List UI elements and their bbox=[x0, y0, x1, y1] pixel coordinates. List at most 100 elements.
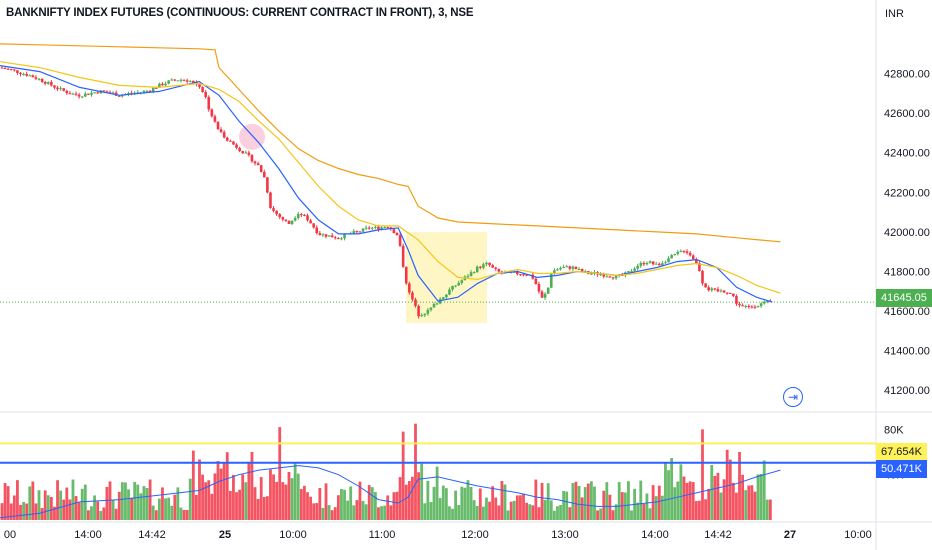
volume-bar bbox=[444, 488, 448, 520]
time-tick-label: 00 bbox=[4, 529, 16, 541]
volume-bar bbox=[552, 510, 556, 520]
candle-body bbox=[117, 95, 121, 97]
candle-body bbox=[383, 227, 386, 229]
candle-body bbox=[691, 255, 695, 260]
candle-body bbox=[676, 251, 680, 255]
volume-bar bbox=[605, 482, 609, 520]
scroll-to-realtime-button[interactable]: ⇥ bbox=[783, 387, 803, 407]
volume-bar bbox=[124, 482, 127, 520]
volume-bar bbox=[22, 502, 25, 520]
volume-bar bbox=[426, 480, 430, 520]
volume-bar bbox=[133, 481, 137, 520]
candle-body bbox=[105, 91, 109, 93]
candle-body bbox=[605, 276, 609, 278]
volume-bar bbox=[12, 495, 16, 520]
volume-bar bbox=[244, 482, 248, 520]
candle-body bbox=[497, 268, 501, 272]
candle-body bbox=[74, 93, 78, 95]
price-tick-label: 41800.00 bbox=[884, 266, 930, 278]
candle-body bbox=[198, 84, 201, 88]
candle-body bbox=[537, 284, 541, 292]
volume-bar bbox=[472, 500, 476, 520]
volume-bar bbox=[768, 499, 772, 520]
volume-bar bbox=[611, 510, 615, 520]
candle-body bbox=[543, 293, 547, 298]
time-tick-label: 12:00 bbox=[461, 529, 489, 541]
volume-bar bbox=[349, 486, 353, 520]
volume-bar bbox=[438, 498, 442, 520]
candle-body bbox=[411, 292, 414, 300]
volume-bar bbox=[756, 474, 760, 520]
candle-body bbox=[722, 290, 726, 293]
time-tick-label: 25 bbox=[219, 529, 231, 541]
candle-body bbox=[469, 272, 473, 277]
volume-bar bbox=[83, 484, 87, 520]
volume-bar bbox=[312, 503, 316, 520]
volume-bar bbox=[3, 483, 7, 520]
volume-bar bbox=[114, 508, 118, 520]
candle-body bbox=[664, 262, 667, 264]
candle-body bbox=[701, 271, 704, 284]
candle-body bbox=[290, 220, 294, 224]
candle-body bbox=[759, 303, 763, 307]
candle-body bbox=[654, 263, 658, 265]
series-line-yellow bbox=[0, 61, 781, 294]
candle-body bbox=[87, 93, 90, 95]
volume-bar bbox=[716, 472, 720, 520]
volume-bar bbox=[377, 507, 380, 520]
candle-body bbox=[207, 96, 211, 110]
volume-bar bbox=[475, 505, 479, 520]
volume-bar bbox=[741, 474, 745, 520]
candle-body bbox=[472, 272, 476, 274]
volume-bar bbox=[509, 501, 513, 520]
volume-bar bbox=[583, 487, 587, 520]
candle-body bbox=[667, 258, 670, 263]
volume-bar bbox=[580, 497, 584, 520]
candle-body bbox=[40, 78, 44, 82]
volume-bar bbox=[423, 503, 427, 520]
chart-title: BANKNIFTY INDEX FUTURES (CONTINUOUS: CUR… bbox=[6, 7, 474, 19]
volume-bar bbox=[670, 458, 674, 520]
volume-level-tag-yellow: 67.654K bbox=[876, 443, 927, 461]
candle-body bbox=[161, 83, 164, 86]
volume-bar bbox=[74, 496, 78, 520]
volume-bar bbox=[340, 488, 343, 520]
time-tick-label: 14:00 bbox=[74, 529, 102, 541]
candle-body bbox=[309, 220, 312, 224]
candle-body bbox=[337, 238, 340, 240]
candle-body bbox=[278, 214, 282, 218]
volume-bar bbox=[198, 459, 201, 520]
volume-bar bbox=[562, 490, 566, 520]
candle-body bbox=[121, 94, 124, 97]
candle-body bbox=[148, 90, 152, 92]
candle-body bbox=[639, 262, 643, 266]
volume-bar bbox=[429, 502, 433, 520]
candle-body bbox=[423, 313, 427, 316]
volume-bar bbox=[373, 492, 377, 520]
price-tick-label: 41200.00 bbox=[884, 385, 930, 397]
volume-bar bbox=[49, 496, 53, 520]
volume-bar bbox=[747, 485, 751, 520]
volume-bar bbox=[299, 489, 303, 520]
candle-body bbox=[281, 217, 285, 220]
candle-body bbox=[259, 165, 263, 172]
volume-bar bbox=[145, 488, 149, 520]
volume-bar bbox=[275, 481, 279, 520]
candle-body bbox=[645, 262, 649, 265]
candle-body bbox=[732, 293, 735, 297]
volume-average-line bbox=[0, 465, 781, 519]
volume-bar bbox=[281, 482, 285, 520]
volume-bar bbox=[62, 499, 66, 520]
volume-bar bbox=[744, 490, 748, 520]
volume-bar bbox=[602, 490, 606, 520]
volume-bar bbox=[225, 452, 229, 520]
candle-body bbox=[420, 315, 423, 317]
volume-bar bbox=[448, 506, 451, 520]
candle-body bbox=[0, 67, 4, 69]
candle-body bbox=[244, 152, 248, 154]
volume-bar bbox=[278, 427, 282, 520]
candle-body bbox=[192, 80, 195, 83]
volume-bar bbox=[40, 508, 44, 520]
volume-bar bbox=[90, 506, 93, 520]
volume-bar bbox=[370, 487, 374, 520]
